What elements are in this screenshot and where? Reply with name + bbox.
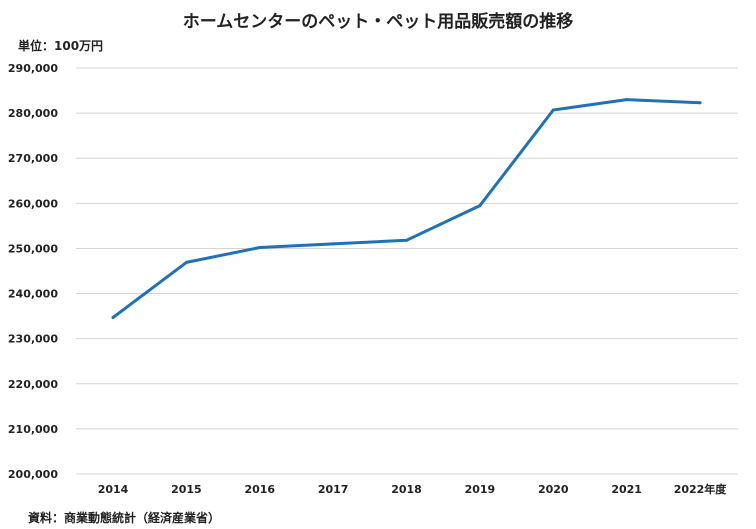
data-point	[405, 238, 408, 242]
data-point	[184, 260, 188, 264]
x-tick-label: 2022年度	[674, 482, 728, 496]
gridlines	[76, 67, 738, 475]
y-tick-label: 210,000	[8, 423, 58, 436]
y-tick-label: 260,000	[8, 197, 58, 210]
source-note: 資料：商業動態統計（経済産業省）	[28, 510, 220, 525]
y-tick-label: 230,000	[8, 333, 58, 346]
x-tick-label: 2018	[391, 483, 422, 496]
data-point	[111, 315, 115, 319]
x-tick-label: 2017	[318, 483, 349, 496]
x-tick-label: 2015	[171, 483, 202, 496]
series-layer	[111, 98, 702, 319]
data-point	[698, 101, 702, 105]
y-tick-label: 250,000	[8, 242, 58, 255]
y-tick-label: 290,000	[8, 62, 58, 75]
unit-label: 単位：100万円	[18, 38, 103, 53]
x-tick-label: 2019	[465, 483, 496, 496]
data-point	[551, 108, 555, 112]
y-tick-label: 220,000	[8, 378, 58, 391]
data-point	[258, 246, 262, 250]
data-point	[625, 98, 629, 102]
series-line	[111, 98, 702, 319]
data-point	[331, 242, 335, 246]
x-tick-label: 2016	[244, 483, 275, 496]
x-tick-label: 2014	[98, 483, 129, 496]
x-axis-ticks: 2014 2015 2016 2017 2018 2019 2020 2021 2022年度	[98, 482, 728, 496]
y-tick-label: 200,000	[8, 468, 58, 481]
data-point	[478, 204, 482, 208]
y-tick-label: 280,000	[8, 107, 58, 120]
y-tick-label: 270,000	[8, 152, 58, 165]
y-tick-label: 240,000	[8, 288, 58, 301]
x-tick-label: 2020	[538, 483, 569, 496]
x-tick-label: 2021	[611, 483, 642, 496]
y-axis-ticks: 200,000 210,000 220,000 230,000 240,000 250,0…	[8, 62, 58, 481]
chart-title: ホームセンターのペット・ペット用品販売額の推移	[183, 11, 574, 32]
